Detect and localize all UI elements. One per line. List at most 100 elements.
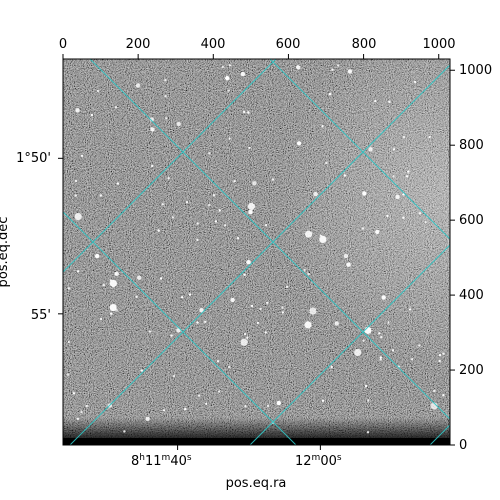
star — [402, 135, 406, 139]
star — [102, 283, 106, 287]
star — [172, 374, 176, 378]
star — [334, 321, 339, 326]
star — [74, 194, 78, 197]
top-tick-labels: 0 200 400 600 800 1000 — [59, 37, 456, 52]
star — [227, 89, 230, 92]
star — [252, 181, 257, 186]
star — [281, 306, 284, 309]
star — [157, 229, 160, 232]
star — [159, 277, 163, 280]
star — [392, 175, 395, 178]
star — [184, 407, 187, 411]
star — [180, 296, 184, 299]
grid-line-ra — [249, 244, 450, 445]
star — [378, 332, 381, 335]
right-tick-label: 400 — [459, 288, 484, 303]
star — [223, 224, 227, 227]
star — [80, 410, 83, 414]
star — [76, 417, 80, 421]
star — [243, 273, 246, 276]
star — [74, 213, 82, 221]
star — [375, 229, 380, 235]
star — [162, 409, 166, 412]
star — [96, 89, 100, 93]
star — [116, 182, 120, 185]
ra-tick-labels: 8h11m40s 12m00s — [131, 453, 342, 469]
star — [109, 279, 117, 288]
star — [366, 431, 370, 434]
star — [114, 271, 119, 276]
top-tick-label: 0 — [59, 37, 67, 52]
star — [402, 216, 405, 219]
star — [361, 227, 365, 230]
grid-line-ra — [69, 64, 450, 445]
right-tick-labels: 0 200 400 600 800 1000 — [459, 63, 492, 453]
star — [418, 212, 422, 215]
star — [248, 209, 253, 215]
star — [196, 222, 199, 225]
star — [408, 308, 412, 311]
star — [395, 194, 400, 199]
star — [264, 331, 267, 334]
top-tick-label: 1000 — [422, 37, 455, 52]
star — [319, 235, 327, 243]
star — [66, 373, 70, 376]
top-tick-label: 800 — [352, 37, 377, 52]
star — [236, 237, 240, 240]
star — [240, 338, 248, 346]
y-axis-label: pos.eq.dec — [0, 217, 11, 288]
right-tick-label: 0 — [459, 438, 467, 453]
right-tick-label: 200 — [459, 363, 484, 378]
star — [271, 178, 275, 181]
grid-line-dec — [269, 59, 450, 240]
star — [247, 202, 256, 211]
star — [240, 71, 246, 77]
star — [296, 65, 301, 70]
star — [75, 108, 80, 113]
star — [167, 177, 170, 180]
star — [256, 321, 260, 325]
star — [331, 68, 334, 71]
ra-tick-label: 12m00s — [295, 453, 342, 469]
right-tick-label: 1000 — [459, 63, 492, 78]
star — [140, 369, 143, 372]
star — [391, 349, 395, 352]
right-tick-label: 800 — [459, 138, 484, 153]
star — [246, 336, 249, 339]
star — [244, 332, 247, 336]
star — [225, 76, 230, 81]
star — [364, 384, 368, 388]
star — [208, 152, 211, 155]
star — [150, 127, 155, 132]
star — [99, 194, 103, 197]
star — [250, 304, 254, 308]
star — [362, 339, 365, 342]
star — [387, 321, 390, 324]
star — [165, 117, 168, 120]
star — [266, 404, 270, 408]
image-haze — [63, 59, 450, 445]
star — [114, 106, 118, 109]
star — [176, 121, 181, 127]
star — [303, 269, 306, 272]
star — [137, 275, 142, 280]
star — [230, 297, 235, 303]
star — [218, 209, 221, 212]
star — [243, 110, 246, 114]
star — [276, 400, 281, 406]
plot-frame — [62, 58, 451, 446]
star — [217, 390, 221, 393]
star — [321, 399, 325, 402]
star — [281, 311, 284, 314]
star — [72, 392, 76, 395]
star — [285, 285, 289, 288]
star — [233, 180, 236, 183]
star — [188, 293, 192, 296]
star — [212, 194, 216, 197]
star — [428, 135, 431, 139]
star — [67, 340, 70, 344]
star — [171, 216, 175, 219]
star — [80, 154, 84, 157]
star — [204, 320, 207, 323]
